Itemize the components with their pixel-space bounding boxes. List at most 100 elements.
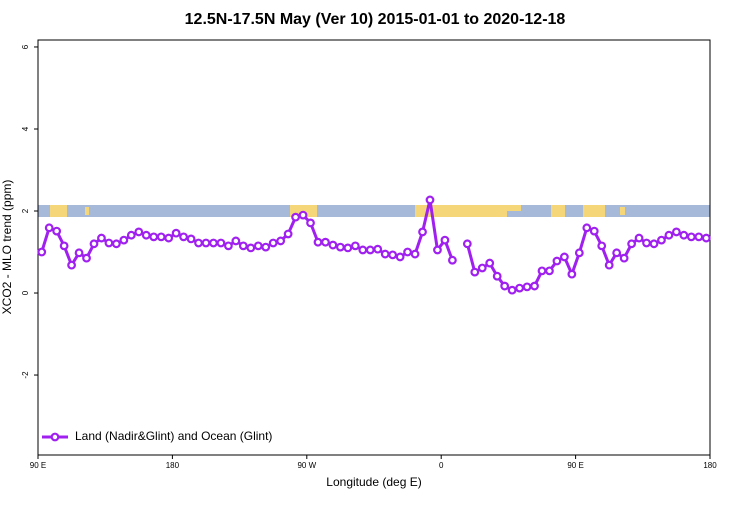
data-point	[358, 245, 368, 255]
data-point	[350, 241, 360, 251]
data-point	[612, 248, 622, 258]
data-point	[485, 258, 495, 268]
data-point	[52, 226, 62, 236]
data-point	[365, 245, 375, 255]
data-point	[552, 256, 562, 266]
data-point	[560, 252, 569, 262]
data-point	[209, 238, 218, 248]
x-tick-label: 180	[166, 461, 180, 470]
chart-title: 12.5N-17.5N May (Ver 10) 2015-01-01 to 2…	[185, 11, 566, 28]
data-point	[82, 253, 91, 263]
legend: Land (Nadir&Glint) and Ocean (Glint)	[42, 429, 272, 443]
data-point	[522, 282, 532, 292]
data-point	[44, 223, 54, 233]
data-point	[126, 230, 136, 240]
data-point	[515, 283, 524, 293]
data-point	[627, 239, 636, 249]
data-point	[507, 285, 517, 295]
data-point	[462, 239, 472, 249]
legend-marker	[50, 432, 60, 442]
y-tick-label: 6	[21, 44, 30, 49]
data-point	[149, 232, 159, 242]
data-point	[582, 223, 592, 233]
data-point	[694, 232, 704, 242]
data-point	[395, 252, 405, 262]
data-point	[597, 241, 607, 251]
data-point	[589, 226, 599, 236]
y-tick-label: -2	[21, 371, 30, 379]
data-point	[223, 241, 233, 251]
data-point	[433, 245, 442, 255]
data-point	[477, 263, 487, 273]
data-point	[657, 235, 666, 245]
data-point	[74, 248, 84, 258]
data-point	[97, 233, 106, 243]
data-point	[328, 240, 338, 250]
data-point	[574, 248, 584, 258]
data-point	[104, 238, 114, 248]
data-point	[448, 255, 457, 265]
data-point	[537, 266, 547, 276]
data-point	[201, 238, 211, 248]
data-point	[268, 238, 278, 248]
data-point	[186, 234, 196, 244]
data-point	[440, 235, 450, 245]
data-point	[298, 210, 308, 220]
y-tick-label: 0	[21, 290, 30, 295]
data-point	[306, 218, 315, 228]
data-point	[619, 253, 629, 263]
data-point	[634, 233, 644, 243]
data-point	[470, 267, 480, 277]
data-point	[164, 233, 174, 243]
data-point	[67, 260, 76, 270]
data-point	[253, 241, 263, 251]
data-point	[321, 237, 330, 247]
data-point	[313, 237, 323, 247]
data-point	[388, 250, 398, 260]
data-point	[545, 266, 554, 276]
data-point	[604, 260, 614, 270]
data-point	[37, 247, 47, 257]
x-tick-label: 180	[703, 461, 717, 470]
y-axis-label: XCO2 - MLO trend (ppm)	[0, 180, 14, 315]
data-point	[336, 242, 345, 252]
data-point	[672, 227, 681, 237]
data-point	[343, 243, 353, 253]
map-strip	[38, 205, 710, 217]
data-point	[134, 227, 144, 237]
y-tick-label: 2	[21, 208, 30, 213]
data-point	[500, 281, 510, 291]
data-point	[283, 229, 293, 239]
x-tick-label: 90 E	[567, 461, 583, 470]
legend-label: Land (Nadir&Glint) and Ocean (Glint)	[75, 429, 272, 443]
data-point	[679, 230, 689, 240]
data-point	[119, 235, 129, 245]
data-point	[380, 249, 390, 259]
x-axis-label: Longitude (deg E)	[326, 475, 421, 489]
data-point	[141, 230, 151, 240]
data-point	[179, 232, 189, 242]
data-point	[567, 269, 577, 279]
data-point	[664, 230, 674, 240]
data-point	[373, 244, 383, 254]
data-point	[231, 236, 241, 246]
data-point	[403, 247, 413, 257]
data-point	[171, 228, 181, 238]
data-point	[642, 238, 651, 248]
data-point	[194, 238, 203, 248]
data-point	[156, 232, 166, 242]
data-point	[530, 281, 539, 291]
y-tick-label: 4	[21, 126, 30, 131]
x-tick-label: 0	[439, 461, 444, 470]
data-point	[238, 241, 248, 251]
data-point	[410, 249, 420, 259]
data-point	[649, 239, 659, 249]
data-point	[261, 242, 271, 252]
data-point	[89, 239, 99, 249]
x-tick-label: 90 E	[30, 461, 46, 470]
data-point	[291, 212, 301, 222]
data-point	[701, 233, 711, 243]
plot-frame	[37, 39, 711, 456]
data-point	[492, 271, 502, 281]
